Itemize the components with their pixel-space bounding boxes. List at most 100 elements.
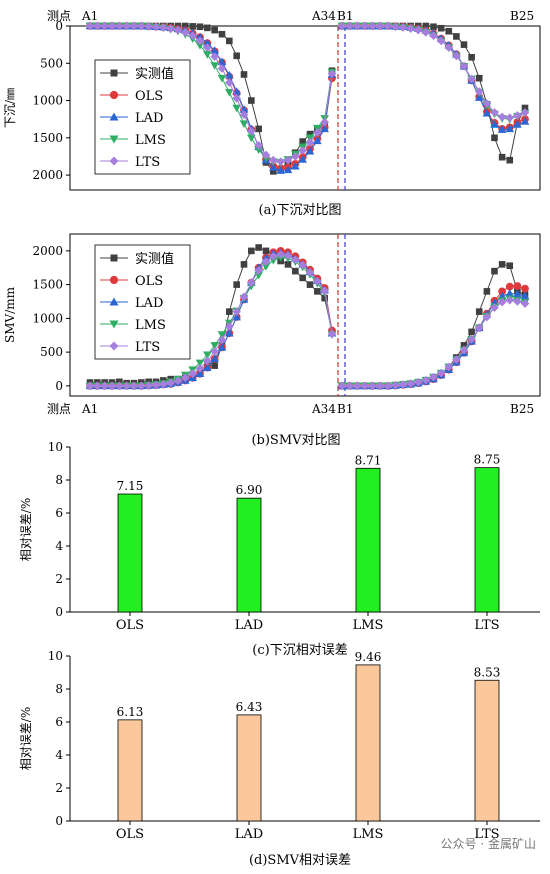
data-point-measured xyxy=(430,23,437,31)
data-point-lms xyxy=(203,51,212,59)
bar-ols xyxy=(117,719,143,822)
data-point-measured xyxy=(491,267,498,275)
bar-ols xyxy=(117,493,143,613)
data-point-lts xyxy=(513,297,522,306)
data-point-lad xyxy=(109,112,119,121)
data-point-lts xyxy=(107,381,117,391)
data-point-lad xyxy=(203,363,212,371)
y-tick-label: 6 xyxy=(55,506,63,520)
data-point-lts xyxy=(360,21,370,31)
data-point-measured xyxy=(255,244,262,251)
data-point-lts xyxy=(391,22,400,32)
data-point-lts xyxy=(217,64,227,73)
data-point-lts xyxy=(520,108,530,117)
data-point-lts xyxy=(217,335,227,345)
data-point-lts xyxy=(261,150,271,160)
y-axis-label: SMV/mm xyxy=(3,286,17,343)
legend-label: 实测值 xyxy=(135,66,174,82)
data-point-lms xyxy=(247,134,256,143)
data-point-lts xyxy=(482,312,492,322)
data-point-lts xyxy=(144,22,153,31)
y-tick-label: 500 xyxy=(40,56,63,70)
data-point-lts xyxy=(320,117,329,127)
data-point-lts xyxy=(159,23,168,32)
data-point-measured xyxy=(475,308,483,315)
x-tick-label: OLS xyxy=(116,618,144,633)
legend-label: LAD xyxy=(135,111,163,126)
data-point-lts xyxy=(497,297,507,307)
data-point-lad xyxy=(505,289,515,297)
data-point-lad xyxy=(269,163,278,171)
data-point-lts xyxy=(436,36,446,46)
data-point-lts xyxy=(490,108,499,117)
data-point-measured xyxy=(299,138,306,145)
y-tick-label: 0 xyxy=(55,379,63,393)
data-point-lts xyxy=(337,21,347,31)
legend-label: OLS xyxy=(135,274,163,289)
series-line-b xyxy=(342,263,526,387)
data-point-measured xyxy=(453,33,460,40)
bar-value-label: 8.71 xyxy=(355,453,382,467)
data-point-lts xyxy=(398,23,408,32)
data-point-measured xyxy=(306,281,314,288)
data-point-lts xyxy=(247,126,256,136)
data-point-lts xyxy=(497,112,507,122)
data-point-measured xyxy=(255,125,262,133)
data-point-lad xyxy=(305,146,315,155)
data-point-lts xyxy=(413,377,423,387)
y-tick-label: 0 xyxy=(55,605,63,619)
data-point-ols xyxy=(521,284,529,293)
data-point-measured xyxy=(468,54,475,61)
data-point-lts xyxy=(254,266,263,275)
data-point-measured xyxy=(445,27,453,35)
data-point-lts xyxy=(181,373,190,383)
data-point-measured xyxy=(196,23,204,31)
data-point-lad xyxy=(474,93,484,101)
bar-value-label: 6.90 xyxy=(236,483,263,497)
x-tick-label: LAD xyxy=(235,827,263,842)
point-label: 测点 xyxy=(47,9,71,23)
y-axis-label: 相对误差/% xyxy=(19,707,33,770)
data-point-lts xyxy=(181,28,190,37)
data-point-lts xyxy=(345,381,354,391)
data-point-ols xyxy=(109,275,119,285)
data-point-lts xyxy=(173,25,183,35)
data-point-lts xyxy=(291,255,300,264)
data-point-lts xyxy=(352,21,362,31)
data-point-measured xyxy=(204,24,211,32)
data-point-measured xyxy=(475,74,483,82)
point-label-start: A1 xyxy=(81,9,98,23)
data-point-lts xyxy=(459,345,469,355)
data-point-lts xyxy=(188,369,197,379)
data-point-lad xyxy=(482,108,492,117)
data-point-lad xyxy=(232,312,241,321)
data-point-lad xyxy=(490,120,499,128)
data-point-measured xyxy=(233,52,240,60)
data-point-lts xyxy=(298,260,307,270)
data-point-lts xyxy=(269,155,278,165)
legend-label: OLS xyxy=(135,89,163,104)
data-point-lts xyxy=(444,362,454,372)
legend-label: 实测值 xyxy=(135,251,174,267)
data-point-measured xyxy=(248,97,255,104)
data-point-measured xyxy=(270,168,277,175)
legend-label: LTS xyxy=(135,155,160,170)
watermark: 公众号 · 金属矿山 xyxy=(440,837,536,851)
x-tick-label: LMS xyxy=(353,618,384,633)
y-tick-label: 8 xyxy=(55,682,63,696)
data-point-lts xyxy=(232,307,241,316)
data-point-lts xyxy=(452,51,461,61)
bar-value-label: 9.46 xyxy=(355,650,382,664)
plot-frame xyxy=(69,233,541,397)
bar-lad xyxy=(236,497,262,613)
data-point-lms xyxy=(195,359,205,368)
data-point-ols xyxy=(513,282,522,290)
data-point-lts xyxy=(421,28,431,37)
legend-label: LMS xyxy=(135,318,166,333)
data-point-lts xyxy=(122,381,131,391)
data-point-lts xyxy=(195,364,205,373)
y-tick-label: 0 xyxy=(55,814,63,828)
data-point-measured xyxy=(182,22,189,30)
y-tick-label: 2 xyxy=(55,781,63,795)
bar-lad xyxy=(236,714,262,822)
